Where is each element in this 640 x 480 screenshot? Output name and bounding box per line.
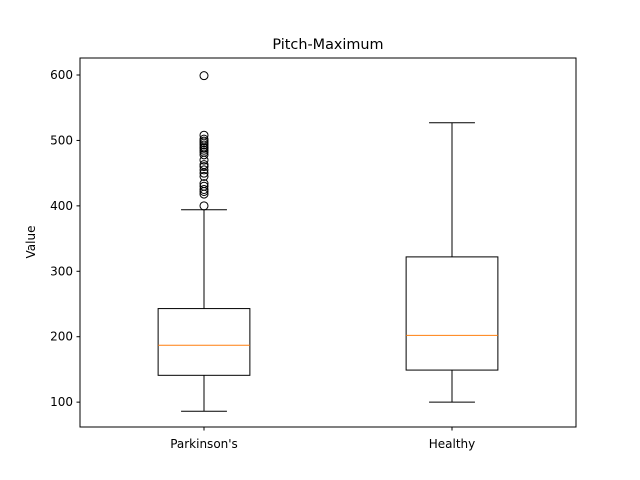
chart-title: Pitch-Maximum <box>272 37 383 53</box>
outlier-point <box>199 168 209 178</box>
x-axis-ticks: Parkinson's Healthy <box>170 427 475 451</box>
box-series <box>157 71 499 412</box>
plot-area-frame <box>79 57 577 428</box>
y-axis-label: Value <box>24 226 38 259</box>
y-tick-label: 400 <box>50 199 73 213</box>
outlier-point <box>199 165 209 175</box>
x-tick-label: Healthy <box>429 437 476 451</box>
y-tick-label: 300 <box>50 264 73 278</box>
outlier-point <box>199 130 209 140</box>
iqr-box <box>405 256 499 371</box>
y-tick-label: 500 <box>50 133 73 147</box>
y-tick-label: 600 <box>50 68 73 82</box>
outlier-point <box>199 71 209 81</box>
y-tick-label: 200 <box>50 330 73 344</box>
outlier-point <box>199 171 209 181</box>
y-tick-label: 100 <box>50 395 73 409</box>
box-group <box>157 71 251 412</box>
outlier-point <box>199 181 209 191</box>
outlier-point <box>199 134 209 144</box>
outlier-point <box>199 185 209 195</box>
outlier-point <box>199 160 209 170</box>
outlier-point <box>199 201 209 211</box>
outlier-point <box>199 179 209 189</box>
x-tick-label: Parkinson's <box>170 437 238 451</box>
box-group <box>405 122 499 403</box>
y-axis-ticks: 100 200 300 400 500 600 <box>50 68 80 409</box>
iqr-box <box>157 308 251 376</box>
